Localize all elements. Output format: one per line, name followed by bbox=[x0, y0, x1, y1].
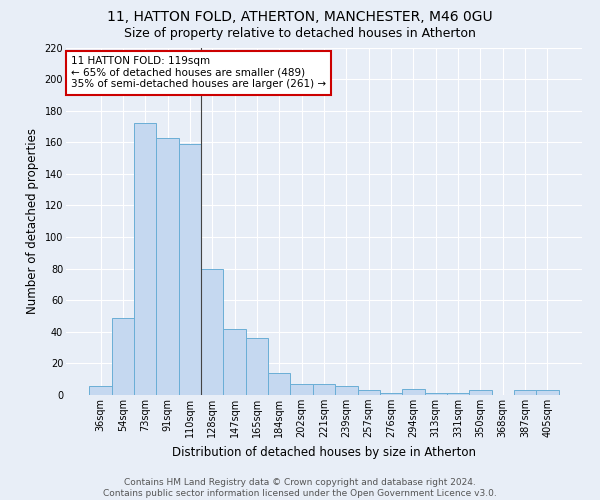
Bar bbox=[380, 394, 402, 395]
Text: 11 HATTON FOLD: 119sqm
← 65% of detached houses are smaller (489)
35% of semi-de: 11 HATTON FOLD: 119sqm ← 65% of detached… bbox=[71, 56, 326, 90]
Bar bbox=[335, 386, 358, 395]
Bar bbox=[112, 318, 134, 395]
Bar bbox=[536, 390, 559, 395]
Bar bbox=[246, 338, 268, 395]
Bar bbox=[313, 384, 335, 395]
Bar bbox=[179, 144, 201, 395]
Bar bbox=[201, 268, 223, 395]
Bar bbox=[134, 124, 157, 395]
Bar bbox=[89, 386, 112, 395]
Text: Contains HM Land Registry data © Crown copyright and database right 2024.
Contai: Contains HM Land Registry data © Crown c… bbox=[103, 478, 497, 498]
Bar bbox=[425, 394, 447, 395]
Text: 11, HATTON FOLD, ATHERTON, MANCHESTER, M46 0GU: 11, HATTON FOLD, ATHERTON, MANCHESTER, M… bbox=[107, 10, 493, 24]
Bar bbox=[514, 390, 536, 395]
Bar bbox=[402, 388, 425, 395]
Bar bbox=[469, 390, 491, 395]
Bar bbox=[157, 138, 179, 395]
Bar bbox=[268, 373, 290, 395]
Bar bbox=[358, 390, 380, 395]
Y-axis label: Number of detached properties: Number of detached properties bbox=[26, 128, 39, 314]
Bar bbox=[290, 384, 313, 395]
X-axis label: Distribution of detached houses by size in Atherton: Distribution of detached houses by size … bbox=[172, 446, 476, 458]
Bar bbox=[223, 328, 246, 395]
Bar bbox=[447, 394, 469, 395]
Text: Size of property relative to detached houses in Atherton: Size of property relative to detached ho… bbox=[124, 28, 476, 40]
